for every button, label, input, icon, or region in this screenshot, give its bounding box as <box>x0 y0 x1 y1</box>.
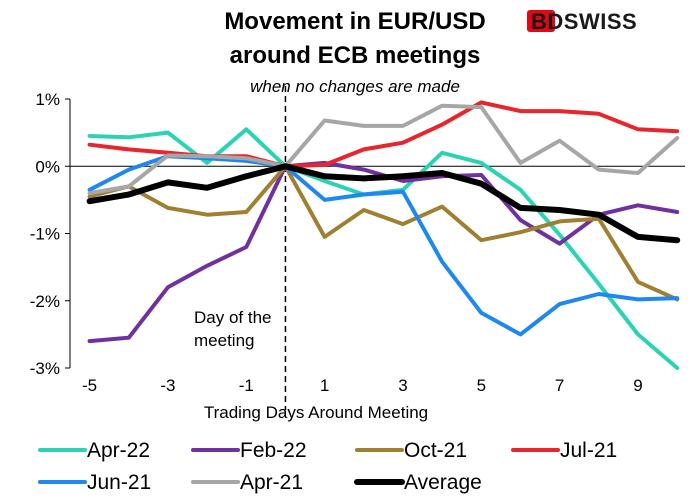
x-axis-label: Trading Days Around Meeting <box>204 403 428 422</box>
brand-logo: BDSWISS <box>527 9 637 34</box>
y-tick-label: 1% <box>35 90 60 109</box>
series-lines <box>86 100 681 370</box>
annotation-line-2: meeting <box>194 331 254 350</box>
series-line-apr-21 <box>87 103 680 196</box>
brand-logo-text: BDSWISS <box>531 9 637 34</box>
x-tick-label: 7 <box>555 376 564 395</box>
y-tick-label: 0% <box>35 157 60 176</box>
x-tick-label: 5 <box>477 376 486 395</box>
annotation-line-1: Day of the <box>194 308 272 327</box>
y-tick-label: -1% <box>30 225 60 244</box>
tick-labels: 1% 0% -1% -2% -3% -5 -3 -1 1 3 5 7 9 <box>30 90 643 395</box>
legend-label-oct-21: Oct-21 <box>404 439 467 462</box>
legend-label-jun-21: Jun-21 <box>87 471 151 494</box>
legend-label-apr-21: Apr-21 <box>240 471 303 494</box>
chart-title-line-1: Movement in EUR/USD <box>224 8 485 35</box>
legend-label-apr-22: Apr-22 <box>87 439 150 462</box>
series-line-apr-22 <box>87 127 680 370</box>
x-tick-label: -1 <box>239 376 254 395</box>
brand-logo-mark <box>527 10 555 32</box>
chart-title-line-2: around ECB meetings <box>230 42 481 69</box>
legend-label-average: Average <box>404 471 482 494</box>
legend-label-feb-22: Feb-22 <box>240 439 307 462</box>
x-tick-label: 3 <box>398 376 407 395</box>
x-tick-label: -3 <box>160 376 175 395</box>
legend-label-jul-21: Jul-21 <box>560 439 617 462</box>
series-line-average <box>86 163 681 244</box>
series-line-feb-22 <box>87 160 680 344</box>
series-line-oct-21 <box>87 164 680 302</box>
x-tick-label: 1 <box>320 376 329 395</box>
x-tick-label: 9 <box>633 376 642 395</box>
y-tick-label: -3% <box>30 359 60 378</box>
chart-subtitle: when no changes are made <box>250 77 460 96</box>
axes <box>65 86 685 410</box>
x-tick-label: -5 <box>82 376 97 395</box>
y-tick-label: -2% <box>30 292 60 311</box>
legend: Apr-22 Feb-22 Oct-21 Jul-21 Jun-21 Apr-21 Aver… <box>38 439 617 494</box>
